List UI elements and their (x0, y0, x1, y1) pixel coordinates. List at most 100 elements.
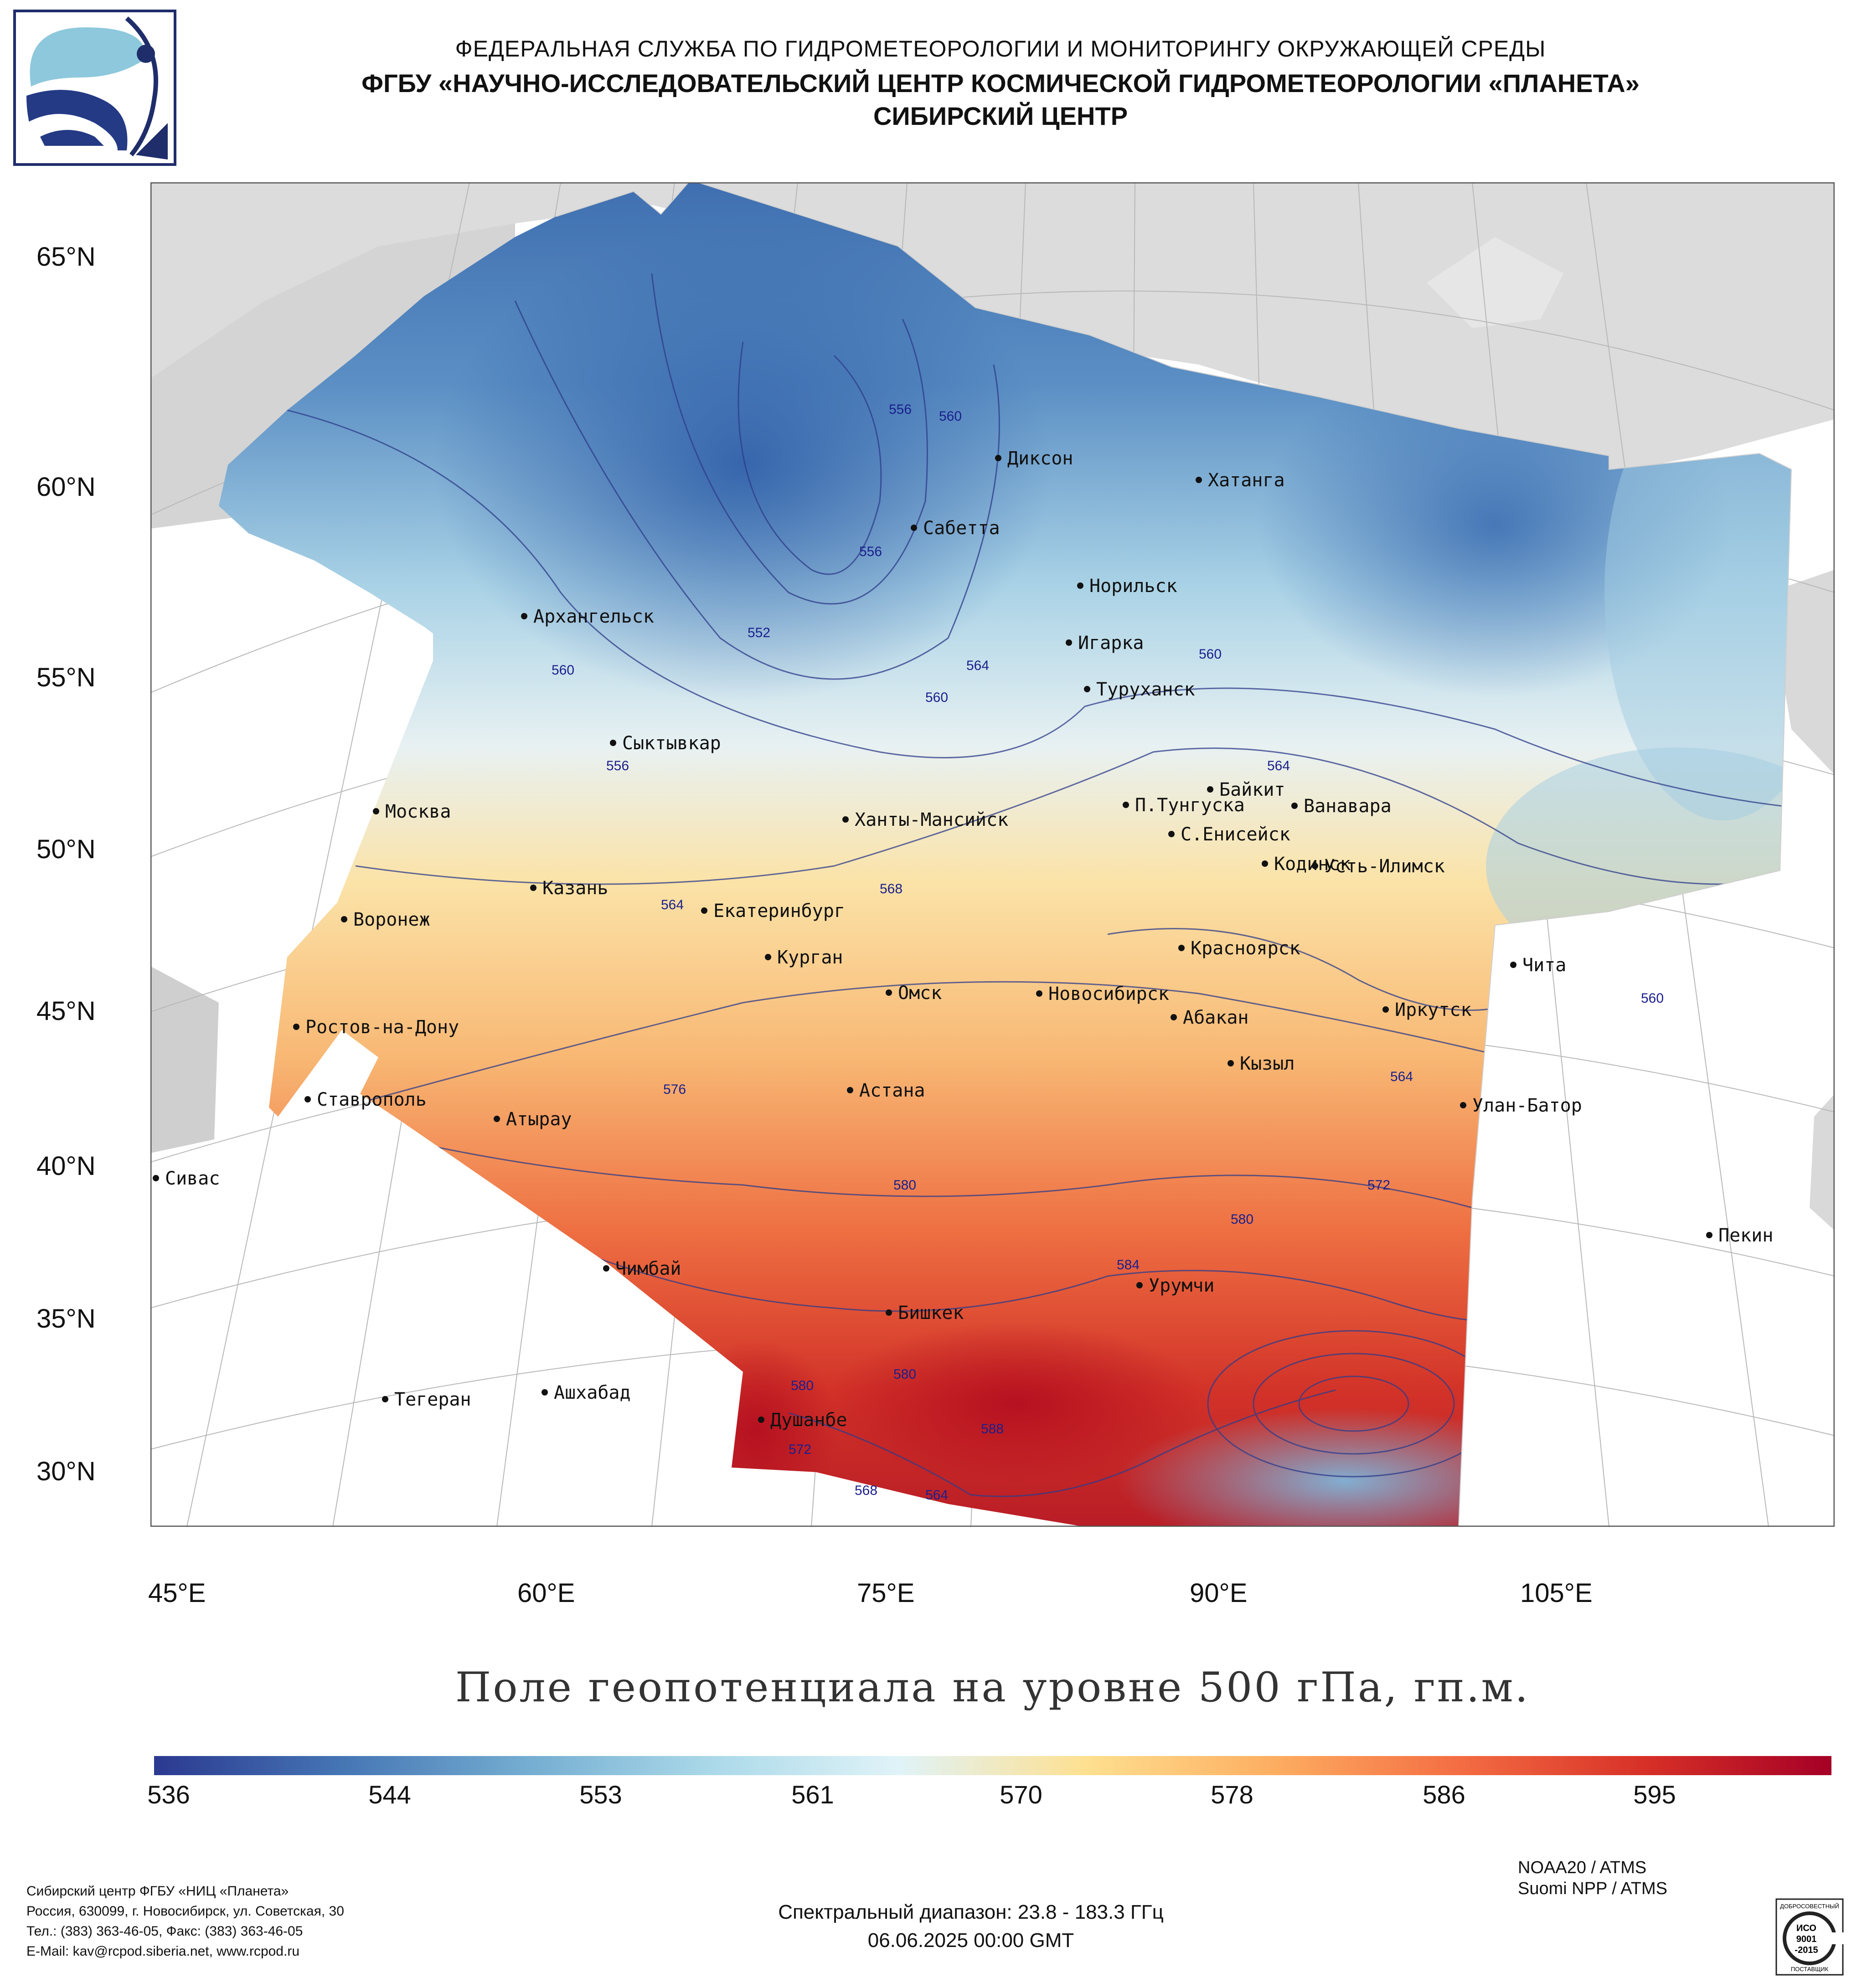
city-dot (1168, 831, 1175, 837)
city-dot (842, 816, 849, 823)
city-dot (758, 1416, 764, 1423)
city-label: Иркутск (1395, 999, 1472, 1020)
city-dot (1510, 962, 1516, 968)
contour-label: 564 (925, 1488, 948, 1503)
contour-label: 560 (552, 663, 574, 678)
contour-labels: 556 560 556 552 560 564 560 556 560 564 564 568 576 5… (552, 402, 1664, 1503)
contour-label: 580 (893, 1367, 916, 1382)
city-label: Улан-Батор (1472, 1095, 1582, 1116)
product-info: Спектральный диапазон: 23.8 - 183.3 ГГц … (675, 1898, 1267, 1955)
org-phone: Тел.: (383) 363-46-05, Факс: (383) 363-4… (26, 1924, 303, 1939)
colorbar-tick: 586 (1423, 1780, 1465, 1809)
city-dot (1196, 477, 1202, 483)
city-dot (1136, 1282, 1143, 1288)
city-dot (1262, 860, 1268, 867)
city-label: Новосибирск (1048, 984, 1169, 1004)
contour-label: 560 (939, 409, 962, 424)
lon-label-45: 45°E (148, 1578, 206, 1608)
city-dot (911, 525, 917, 531)
city-dot (886, 1309, 892, 1316)
city-label: Воронеж (353, 909, 430, 930)
colorbar-tick: 595 (1633, 1780, 1676, 1809)
city-label: Курган (777, 947, 843, 968)
city-dot (886, 989, 892, 996)
lat-label-30: 30°N (36, 1457, 96, 1486)
city-label: Москва (385, 801, 451, 822)
city-dot (382, 1396, 388, 1402)
city-dot (341, 916, 347, 922)
city-dot (603, 1265, 609, 1272)
contour-label: 556 (606, 758, 629, 773)
city-label: П.Тунгуска (1135, 795, 1245, 816)
city-dot (521, 613, 527, 619)
iso-mid2: 9001 (1796, 1934, 1817, 1944)
city-dot (1123, 802, 1129, 808)
city-label: Омск (898, 983, 942, 1004)
city-dot (293, 1024, 299, 1030)
city-label: Пекин (1718, 1225, 1773, 1246)
city-label: Диксон (1007, 448, 1073, 469)
city-label: Ростов-на-Дону (305, 1017, 459, 1038)
city-dot (610, 740, 616, 746)
city-dot (1207, 786, 1213, 793)
contour-label: 568 (880, 881, 903, 896)
city-label: Екатеринбург (713, 901, 845, 922)
city-label: Игарка (1078, 633, 1144, 654)
geopotential-map: 556 560 556 552 560 564 560 556 560 564 564 568 576 5… (137, 179, 1835, 1540)
city-dot (1227, 1060, 1234, 1066)
lat-label-50: 50°N (36, 834, 96, 864)
header-institute: ФГБУ «НАУЧНО-ИССЛЕДОВАТЕЛЬСКИЙ ЦЕНТР КОС… (361, 69, 1640, 98)
lat-label-40: 40°N (36, 1151, 96, 1181)
lat-label-65: 65°N (36, 242, 96, 272)
contour-label: 552 (748, 625, 770, 640)
contour-label: 560 (925, 690, 948, 705)
contour-label: 564 (1267, 758, 1290, 773)
satellite-suomi: Suomi NPP / ATMS (1518, 1879, 1668, 1898)
contour-label: 580 (893, 1178, 916, 1193)
lat-label-35: 35°N (36, 1304, 96, 1334)
lon-label-75: 75°E (857, 1578, 915, 1608)
city-dot (1171, 1014, 1177, 1020)
org-contacts: Сибирский центр ФГБУ «НИЦ «Планета» Росс… (26, 1881, 344, 1962)
city-dot (1077, 582, 1083, 589)
city-dot (1066, 639, 1072, 646)
lat-label-55: 55°N (36, 663, 96, 692)
city-dot (1084, 686, 1090, 692)
contour-label: 580 (1231, 1212, 1253, 1227)
city-label: Казань (542, 878, 609, 899)
iso-bot: ПОСТАВЩИК (1791, 1966, 1829, 1973)
city-label: Ашхабад (554, 1382, 631, 1403)
colorbar-tick: 544 (368, 1780, 411, 1809)
city-dot (373, 808, 379, 814)
contour-label: 572 (789, 1442, 811, 1457)
city-dot (1178, 945, 1185, 951)
contour-label: 556 (889, 402, 912, 417)
org-address: Россия, 630099, г. Новосибирск, ул. Сове… (26, 1904, 344, 1919)
contour-label: 588 (981, 1421, 1004, 1437)
iso-mid1: ИСО (1796, 1923, 1816, 1933)
lon-label-105: 105°E (1520, 1578, 1593, 1608)
observation-datetime: 06.06.2025 00:00 GMT (867, 1929, 1074, 1952)
city-label: Сабетта (923, 518, 1000, 539)
city-dot (1312, 863, 1318, 869)
planeta-logo (13, 9, 177, 166)
colorbar-tick: 536 (147, 1780, 190, 1809)
satellite-sources: NOAA20 / ATMS Suomi NPP / ATMS (1518, 1857, 1667, 1899)
contour-label: 576 (663, 1082, 686, 1097)
city-label: Сивас (165, 1168, 220, 1189)
city-markers: Диксон Хатанга Сабетта Норильск Архангельск И… (153, 448, 1773, 1431)
city-label: Байкит (1219, 779, 1285, 800)
city-dot (1706, 1232, 1712, 1238)
city-label: Сыктывкар (622, 733, 721, 754)
city-dot (995, 455, 1001, 461)
city-label: Атырау (506, 1109, 572, 1130)
city-label: Архангельск (533, 606, 654, 627)
contour-label: 564 (966, 658, 989, 673)
city-dot (153, 1175, 159, 1181)
satellite-noaa20: NOAA20 / ATMS (1518, 1858, 1647, 1877)
map-title: Поле геопотенциала на уровне 500 гПа, гп… (455, 1664, 1530, 1711)
city-label: Тегеран (394, 1389, 471, 1410)
city-label: Душанбе (770, 1410, 847, 1431)
city-label: Абакан (1183, 1007, 1249, 1028)
contour-label: 560 (1199, 647, 1222, 662)
